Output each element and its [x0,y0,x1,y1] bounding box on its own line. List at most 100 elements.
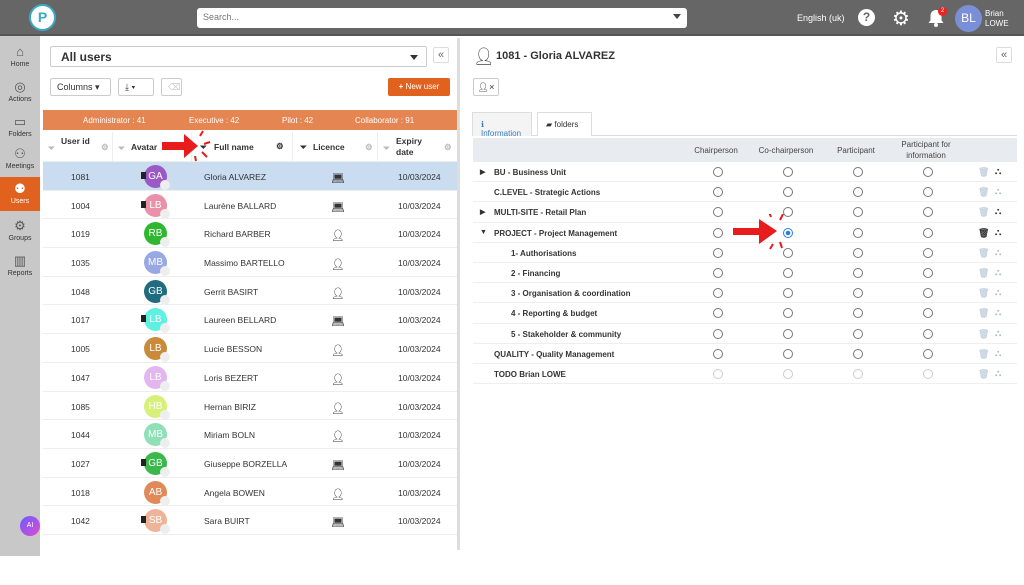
role-radio-co-chairperson[interactable] [783,227,793,238]
trash-icon[interactable]: 🗑︎ [978,368,990,379]
role-radio-participant[interactable] [853,247,863,258]
role-radio-chairperson[interactable] [713,227,723,238]
collapse-panel-button[interactable]: « [996,47,1012,63]
table-row[interactable]: 1085 HB Hernan BIRIZ 👤︎ 10/03/2024 [43,392,457,421]
hierarchy-icon[interactable]: ⛬ [995,226,1002,237]
role-radio-participant[interactable] [853,368,863,379]
role-radio-chairperson[interactable] [713,368,723,379]
gear-icon[interactable]: ⚙ [101,142,109,152]
columns-button[interactable]: Columns ▾ [50,78,111,96]
role-radio-participant-for-information[interactable] [923,247,933,258]
role-radio-participant[interactable] [853,308,863,319]
search-input[interactable]: Search... [197,8,687,28]
remove-user-button[interactable]: 👤︎× [473,78,499,96]
role-radio-chairperson[interactable] [713,207,723,218]
user-filter-select[interactable]: All users [50,46,427,67]
role-radio-co-chairperson[interactable] [783,247,793,258]
tab-information[interactable]: ℹ Information [472,112,532,138]
table-row[interactable]: 1004 LB Laurène BALLARD 💻︎ 10/03/2024 [43,191,457,220]
role-radio-participant[interactable] [853,328,863,339]
role-radio-co-chairperson[interactable] [783,368,793,379]
chevron-down-icon[interactable] [673,14,681,19]
role-radio-chairperson[interactable] [713,348,723,359]
hierarchy-icon[interactable]: ⛬ [995,186,1002,197]
role-radio-participant[interactable] [853,187,863,198]
sidebar-item-home[interactable]: ⌂ Home [0,40,40,74]
role-radio-chairperson[interactable] [713,328,723,339]
ai-assistant-button[interactable]: AI [20,516,40,536]
role-radio-participant[interactable] [853,348,863,359]
hierarchy-icon[interactable]: ⛬ [995,367,1002,378]
trash-icon[interactable]: 🗑︎ [978,288,990,299]
trash-icon[interactable]: 🗑︎ [978,308,990,319]
column-header-full-name[interactable]: ⏷ Full name ⚙ [192,132,293,162]
trash-icon[interactable]: 🗑︎ [978,267,990,278]
hierarchy-icon[interactable]: ⛬ [995,307,1002,318]
user-name[interactable]: Brian LOWE [985,9,1009,29]
role-radio-participant-for-information[interactable] [923,328,933,339]
role-radio-chairperson[interactable] [713,247,723,258]
gear-icon[interactable]: ⚙ [892,8,910,30]
export-button[interactable]: ⤓ ▾ [118,78,154,96]
sidebar-item-actions[interactable]: ◎ Actions [0,75,40,109]
perfony-logo[interactable]: P [29,4,56,31]
table-row[interactable]: 1005 LB Lucie BESSON 👤︎ 10/03/2024 [43,334,457,363]
sidebar-item-folders[interactable]: ▭ Folders [0,110,40,144]
role-radio-participant-for-information[interactable] [923,348,933,359]
role-radio-co-chairperson[interactable] [783,207,793,218]
role-radio-co-chairperson[interactable] [783,308,793,319]
role-radio-co-chairperson[interactable] [783,267,793,278]
table-row[interactable]: 1027 GB Giuseppe BORZELLA 💻︎ 10/03/2024 [43,449,457,478]
table-row[interactable]: 1035 MB Massimo BARTELLO 👤︎ 10/03/2024 [43,248,457,277]
role-radio-participant-for-information[interactable] [923,267,933,278]
role-radio-chairperson[interactable] [713,167,723,177]
column-header-expiry[interactable]: ⏷ Expiry date ⚙ [378,132,457,162]
trash-icon[interactable]: 🗑︎ [978,167,990,177]
role-radio-chairperson[interactable] [713,267,723,278]
role-radio-co-chairperson[interactable] [783,348,793,359]
trash-icon[interactable]: 🗑︎ [978,187,990,198]
caret-right-icon[interactable]: ▶ [480,169,486,176]
tab-folders[interactable]: ▰ folders [537,112,592,136]
role-radio-co-chairperson[interactable] [783,328,793,339]
filter-icon[interactable]: ⏷ [48,143,55,153]
role-radio-participant[interactable] [853,288,863,299]
role-radio-participant-for-information[interactable] [923,368,933,379]
clear-filters-button[interactable]: ⌫ [161,78,182,96]
filter-icon[interactable]: ⏷ [300,142,307,152]
sidebar-item-meetings[interactable]: ⚇ Meetings [0,142,40,176]
role-radio-participant-for-information[interactable] [923,187,933,198]
trash-icon[interactable]: 🗑︎ [978,328,990,339]
table-row[interactable]: 1019 RB Richard BARBER 👤︎ 10/03/2024 [43,219,457,249]
sidebar-item-reports[interactable]: ▥ Reports [0,249,40,283]
new-user-button[interactable]: + New user [388,78,450,96]
filter-icon[interactable]: ⏷ [200,142,207,152]
role-radio-participant[interactable] [853,207,863,218]
column-header-avatar[interactable]: ⏷ Avatar [113,132,192,162]
table-row[interactable]: 1081 GA Gloria ALVAREZ 💻︎ 10/03/2024 [43,162,457,191]
role-radio-participant[interactable] [853,267,863,278]
role-radio-co-chairperson[interactable] [783,167,793,177]
role-radio-participant-for-information[interactable] [923,207,933,218]
filter-icon[interactable]: ⏷ [383,143,390,153]
table-row[interactable]: 1047 LB Loris BEZERT 👤︎ 10/03/2024 [43,363,457,392]
table-row[interactable]: 1044 MB Miriam BOLN 👤︎ 10/03/2024 [43,420,457,449]
trash-icon[interactable]: 🗑︎ [978,227,990,238]
role-radio-participant[interactable] [853,227,863,238]
table-row[interactable]: 1048 GB Gerrit BASIRT 👤︎ 10/03/2024 [43,277,457,306]
role-radio-participant-for-information[interactable] [923,227,933,238]
hierarchy-icon[interactable]: ⛬ [995,166,1002,176]
trash-icon[interactable]: 🗑︎ [978,247,990,258]
role-radio-chairperson[interactable] [713,187,723,198]
column-header-licence[interactable]: ⏷ Licence ⚙ [293,132,378,162]
help-icon[interactable]: ? [858,9,875,26]
gear-icon[interactable]: ⚙ [444,142,452,152]
caret-down-icon[interactable]: ▼ [480,228,487,236]
trash-icon[interactable]: 🗑︎ [978,207,990,218]
role-radio-participant-for-information[interactable] [923,167,933,177]
hierarchy-icon[interactable]: ⛬ [995,287,1002,298]
caret-right-icon[interactable]: ▶ [480,209,486,217]
hierarchy-icon[interactable]: ⛬ [995,347,1002,358]
role-radio-participant[interactable] [853,167,863,177]
sidebar-item-users[interactable]: ⚉ Users [0,177,40,211]
